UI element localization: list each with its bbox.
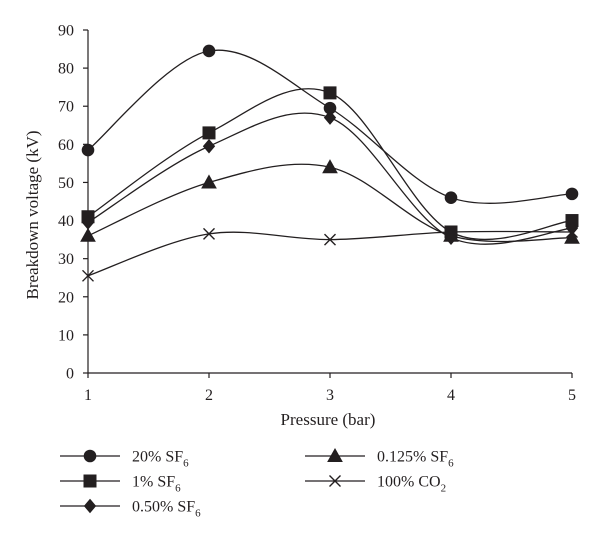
y-axis-title: Breakdown voltage (kV) [23, 130, 42, 299]
y-tick-label: 10 [58, 327, 74, 344]
x-tick-label: 3 [326, 387, 334, 404]
y-tick-label: 40 [58, 213, 74, 230]
data-point-x [82, 269, 94, 282]
data-point-circle [444, 191, 458, 204]
axes: 0 10 20 30 40 50 60 70 80 90 1 2 3 4 5 [58, 23, 576, 405]
series-circle [81, 44, 579, 204]
y-tick-label: 50 [58, 175, 74, 192]
legend-label-text: 0.125% SF [377, 449, 448, 466]
data-point-circle [202, 44, 216, 58]
legend-label-subscript: 6 [195, 508, 201, 520]
data-point-circle [565, 187, 579, 201]
data-point-triangle [201, 174, 217, 189]
y-tick-label: 30 [58, 251, 74, 268]
legend-marker-diamond [83, 498, 97, 514]
legend-label-subscript: 6 [175, 483, 181, 495]
legend-label-text: 100% CO [377, 474, 441, 491]
data-point-square [323, 86, 337, 100]
y-tick-label: 0 [66, 366, 74, 383]
legend-label: 100% CO2 [377, 474, 446, 495]
y-tick-label: 20 [58, 289, 74, 306]
series-line [87, 49, 573, 204]
data-point-diamond [323, 110, 337, 125]
data-point-x [324, 233, 336, 246]
x-axis-title: Pressure (bar) [281, 410, 376, 429]
series-x [82, 225, 578, 282]
legend-label: 1% SF6 [132, 474, 181, 495]
x-tick-label: 1 [84, 387, 92, 404]
legend-item: 20% SF6 [60, 449, 189, 470]
legend-item: 1% SF6 [60, 474, 181, 495]
y-tick-label: 60 [58, 137, 74, 154]
data-point-x [566, 225, 578, 238]
x-tick-label: 5 [568, 387, 576, 404]
legend-label-text: 1% SF [132, 474, 175, 491]
legend-label-text: 20% SF [132, 449, 183, 466]
data-point-diamond [202, 138, 216, 154]
series-group [80, 44, 580, 282]
legend-item: 100% CO2 [305, 474, 446, 495]
legend-label-text: 0.50% SF [132, 499, 195, 516]
x-tick-label: 4 [447, 387, 455, 404]
legend-marker-circle [83, 449, 97, 463]
y-tick-label: 80 [58, 61, 74, 78]
legend-marker-x [329, 475, 341, 487]
data-point-x [203, 227, 215, 240]
data-point-triangle [564, 229, 580, 244]
data-point-triangle [322, 159, 338, 174]
legend-item: 0.50% SF6 [60, 499, 201, 520]
legend-label: 0.50% SF6 [132, 499, 201, 520]
y-tick-label: 70 [58, 99, 74, 116]
series-line [87, 112, 573, 245]
data-point-circle [81, 143, 95, 157]
y-tick-label: 90 [58, 23, 74, 40]
data-point-triangle [80, 227, 96, 242]
legend-label-subscript: 6 [183, 458, 189, 470]
legend-label-subscript: 2 [441, 483, 447, 495]
series-diamond [81, 110, 579, 245]
legend-label: 0.125% SF6 [377, 449, 454, 470]
data-point-x [445, 225, 457, 238]
legend-marker-triangle [327, 447, 343, 462]
data-point-square [202, 126, 216, 140]
legend-label: 20% SF6 [132, 449, 189, 470]
legend-label-subscript: 6 [448, 458, 454, 470]
series-triangle [80, 159, 580, 244]
x-tick-label: 2 [205, 387, 213, 404]
legend-item: 0.125% SF6 [305, 447, 454, 470]
legend-marker-square [83, 474, 97, 488]
